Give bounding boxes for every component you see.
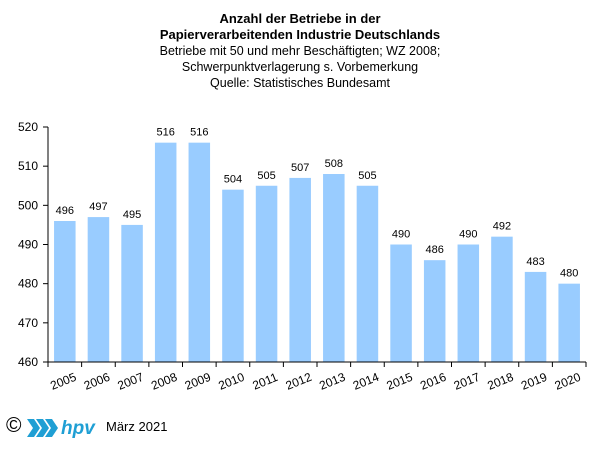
data-label-2018: 492: [493, 221, 511, 233]
bar-2020: [558, 283, 580, 362]
data-label-2008: 516: [157, 127, 175, 139]
bar-2015: [390, 244, 412, 362]
y-tick-label-470: 470: [18, 316, 38, 330]
bar-2010: [222, 189, 244, 362]
y-tick-label-460: 460: [18, 355, 38, 369]
bar-2017: [457, 244, 480, 362]
x-tick-label-2011: 2011: [250, 370, 279, 393]
bars-group: [54, 142, 580, 362]
data-label-2019: 483: [526, 256, 544, 268]
x-tick-label-2015: 2015: [385, 370, 415, 393]
bar-2012: [289, 177, 311, 362]
bar-2019: [524, 271, 547, 362]
bar-2006: [87, 217, 110, 362]
data-label-2014: 505: [358, 170, 376, 182]
chart-subtitle-line-1: Betriebe mit 50 und mehr Beschäftigten; …: [159, 44, 441, 58]
data-label-2009: 516: [190, 127, 208, 139]
copyright-symbol: ©: [6, 414, 22, 437]
bar-2008: [154, 142, 177, 362]
chart-subtitle-line-3: Quelle: Statistisches Bundesamt: [210, 76, 390, 90]
publication-date: März 2021: [106, 419, 168, 434]
data-label-2005: 496: [56, 205, 74, 217]
x-tick-label-2009: 2009: [183, 370, 213, 393]
x-tick-label-2012: 2012: [284, 370, 314, 393]
x-tick-label-2014: 2014: [351, 370, 381, 393]
bar-2014: [356, 185, 379, 362]
hpv-logo: hpv: [27, 418, 96, 439]
x-tick-label-2008: 2008: [149, 370, 179, 393]
y-tick-label-510: 510: [18, 159, 38, 173]
data-label-2010: 504: [224, 174, 242, 186]
y-tick-label-480: 480: [18, 277, 38, 291]
y-tick-label-520: 520: [18, 120, 38, 134]
logo-text: hpv: [61, 418, 96, 439]
bar-2011: [255, 185, 278, 362]
chart-title-line-2: Papierverarbeitenden Industrie Deutschla…: [159, 27, 441, 42]
data-label-2017: 490: [459, 229, 477, 241]
bar-2007: [121, 224, 143, 362]
data-label-2016: 486: [426, 244, 444, 256]
x-tick-label-2018: 2018: [485, 370, 515, 393]
y-tick-label-500: 500: [18, 198, 38, 212]
chart-title-line-1: Anzahl der Betriebe in der: [219, 11, 381, 26]
bar-2018: [491, 236, 513, 362]
data-label-2011: 505: [257, 170, 275, 182]
data-label-2007: 495: [123, 209, 141, 221]
x-tick-label-2010: 2010: [216, 370, 246, 393]
bar-2016: [423, 260, 446, 362]
data-label-2020: 480: [560, 268, 578, 280]
data-label-2006: 497: [89, 201, 107, 213]
x-tick-label-2019: 2019: [519, 370, 549, 393]
y-tick-label-490: 490: [18, 238, 38, 252]
data-label-2012: 507: [291, 162, 309, 174]
chart-subtitle-line-2: Schwerpunktverlagerung s. Vorbemerkung: [181, 60, 419, 74]
data-label-2013: 508: [325, 158, 343, 170]
x-tick-label-2006: 2006: [82, 370, 112, 393]
bar-2005: [54, 221, 76, 362]
bar-2013: [323, 174, 345, 362]
data-labels-group: 496 497 495 516 516 504 505 507 508 505 490 486 490 4…: [56, 127, 579, 280]
logo-chevrons-icon: [27, 419, 58, 437]
x-tick-label-2020: 2020: [553, 370, 583, 393]
bar-chart: 496 497 495 516 516 504 505 507 508 505 490 486 490 4…: [18, 120, 587, 393]
x-tick-label-2016: 2016: [418, 370, 448, 393]
x-tick-label-2017: 2017: [452, 370, 482, 393]
x-tick-label-2005: 2005: [48, 370, 78, 393]
chart-title-block: Anzahl der Betriebe in der Papierverarbe…: [120, 11, 480, 91]
x-tick-label-2013: 2013: [317, 370, 347, 393]
x-tick-label-2007: 2007: [116, 370, 146, 393]
data-label-2015: 490: [392, 229, 410, 241]
bar-2009: [188, 142, 211, 362]
